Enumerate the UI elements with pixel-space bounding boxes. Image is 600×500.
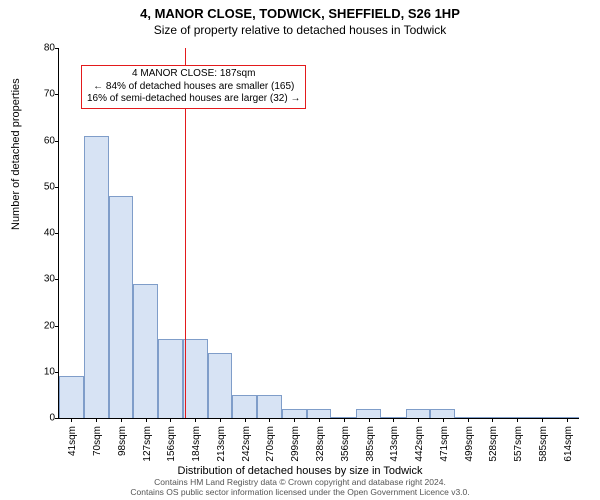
x-tick-mark	[393, 418, 394, 422]
x-tick-mark	[567, 418, 568, 422]
x-tick-mark	[344, 418, 345, 422]
x-tick-mark	[245, 418, 246, 422]
x-tick-mark	[294, 418, 295, 422]
y-tick-label: 80	[29, 43, 55, 54]
annotation-line: 16% of semi-detached houses are larger (…	[87, 93, 300, 106]
x-tick-mark	[170, 418, 171, 422]
y-tick-label: 10	[29, 366, 55, 377]
histogram-bar	[183, 339, 208, 418]
annotation-box: 4 MANOR CLOSE: 187sqm← 84% of detached h…	[81, 65, 306, 109]
x-tick-mark	[146, 418, 147, 422]
histogram-bar	[282, 409, 307, 418]
x-tick-mark	[468, 418, 469, 422]
y-tick-mark	[55, 187, 59, 188]
histogram-chart: 0102030405060708041sqm70sqm98sqm127sqm15…	[58, 48, 578, 418]
y-tick-label: 0	[29, 413, 55, 424]
annotation-line: 4 MANOR CLOSE: 187sqm	[87, 68, 300, 81]
y-tick-mark	[55, 94, 59, 95]
x-axis-label: Distribution of detached houses by size …	[0, 465, 600, 477]
y-tick-label: 70	[29, 89, 55, 100]
x-tick-mark	[418, 418, 419, 422]
x-tick-mark	[121, 418, 122, 422]
histogram-bar	[59, 376, 84, 418]
page-title-address: 4, MANOR CLOSE, TODWICK, SHEFFIELD, S26 …	[0, 0, 600, 21]
x-tick-mark	[71, 418, 72, 422]
y-tick-label: 50	[29, 181, 55, 192]
histogram-bar	[84, 136, 109, 418]
histogram-bar	[109, 196, 134, 418]
y-tick-label: 60	[29, 135, 55, 146]
y-tick-label: 40	[29, 228, 55, 239]
x-tick-mark	[369, 418, 370, 422]
y-axis-label: Number of detached properties	[10, 78, 22, 230]
footer-line2: Contains OS public sector information li…	[0, 488, 600, 498]
y-tick-mark	[55, 279, 59, 280]
y-tick-mark	[55, 372, 59, 373]
x-tick-mark	[269, 418, 270, 422]
histogram-bar	[158, 339, 183, 418]
x-tick-mark	[492, 418, 493, 422]
annotation-line: ← 84% of detached houses are smaller (16…	[87, 81, 300, 94]
y-tick-label: 20	[29, 320, 55, 331]
x-tick-mark	[542, 418, 543, 422]
footer-attribution: Contains HM Land Registry data © Crown c…	[0, 478, 600, 498]
x-tick-mark	[220, 418, 221, 422]
y-tick-label: 30	[29, 274, 55, 285]
histogram-bar	[232, 395, 257, 418]
x-tick-mark	[195, 418, 196, 422]
x-tick-mark	[319, 418, 320, 422]
x-tick-mark	[443, 418, 444, 422]
x-tick-mark	[517, 418, 518, 422]
histogram-bar	[208, 353, 233, 418]
y-tick-mark	[55, 48, 59, 49]
histogram-bar	[133, 284, 158, 418]
histogram-bar	[257, 395, 282, 418]
y-tick-mark	[55, 418, 59, 419]
x-tick-mark	[96, 418, 97, 422]
histogram-bar	[406, 409, 431, 418]
page-subtitle: Size of property relative to detached ho…	[0, 21, 600, 37]
histogram-bar	[307, 409, 332, 418]
y-tick-mark	[55, 233, 59, 234]
histogram-bar	[356, 409, 381, 418]
y-tick-mark	[55, 141, 59, 142]
histogram-bar	[430, 409, 455, 418]
y-tick-mark	[55, 326, 59, 327]
